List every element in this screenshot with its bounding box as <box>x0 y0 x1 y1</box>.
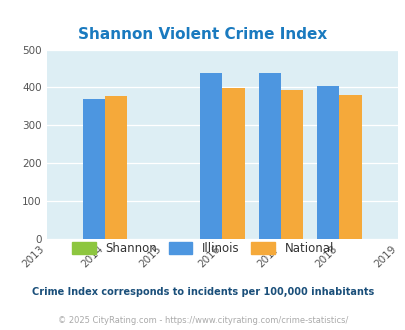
Bar <box>200 73 222 239</box>
Bar <box>339 95 361 239</box>
Bar <box>316 85 339 239</box>
Bar <box>83 99 105 239</box>
Bar <box>222 88 244 239</box>
Bar <box>105 96 127 239</box>
Bar <box>258 73 280 239</box>
Text: © 2025 CityRating.com - https://www.cityrating.com/crime-statistics/: © 2025 CityRating.com - https://www.city… <box>58 315 347 325</box>
Text: Shannon Violent Crime Index: Shannon Violent Crime Index <box>78 27 327 42</box>
Legend: Shannon, Illinois, National: Shannon, Illinois, National <box>67 237 338 260</box>
Text: Crime Index corresponds to incidents per 100,000 inhabitants: Crime Index corresponds to incidents per… <box>32 287 373 297</box>
Bar <box>280 90 302 239</box>
